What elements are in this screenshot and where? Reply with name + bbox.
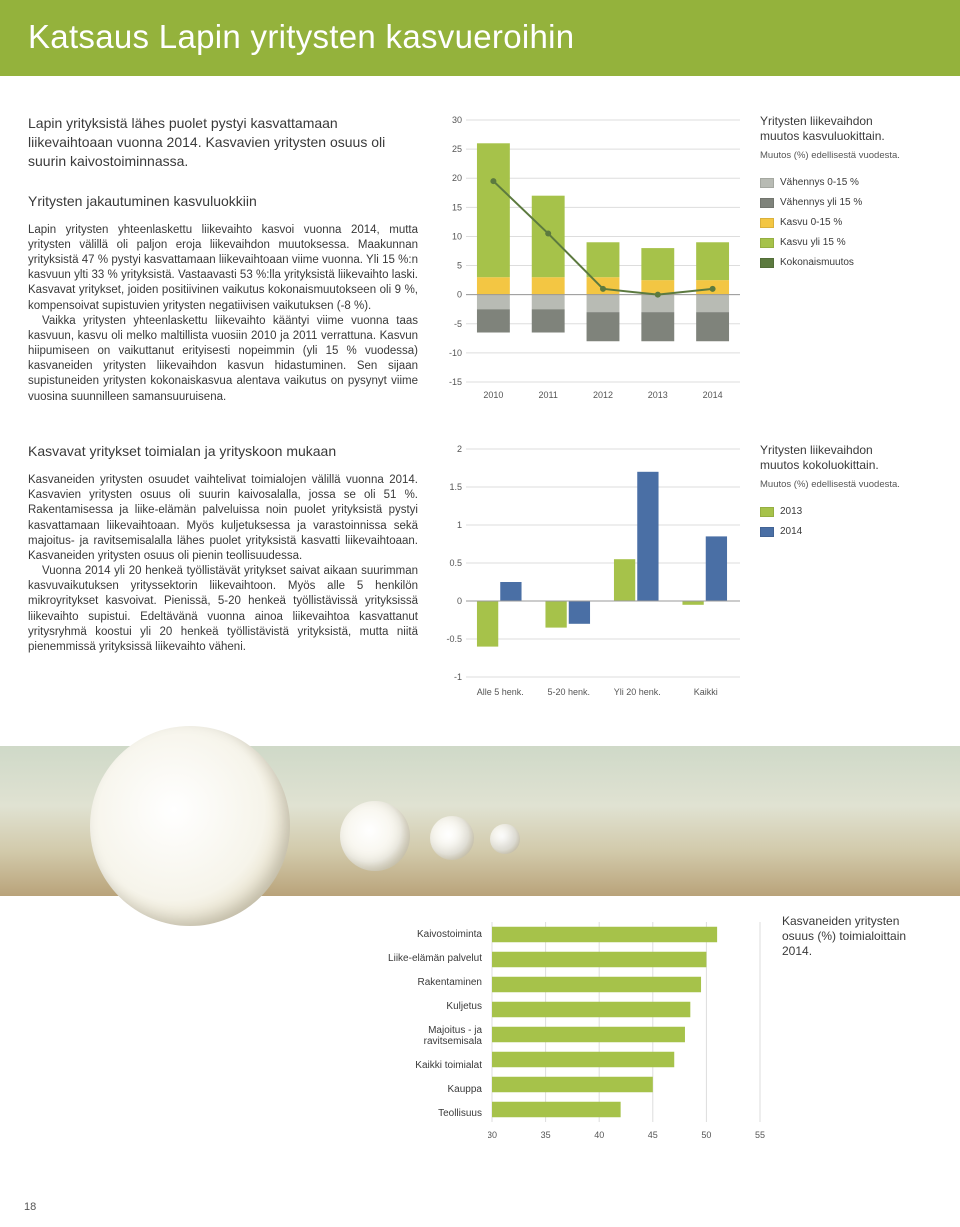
hbar-category-label: Kauppa [378,1084,482,1095]
legend-label: Kokonaismuutos [780,256,854,269]
legend-label: Vähennys yli 15 % [780,196,862,209]
legend-item: Kasvu yli 15 % [760,236,910,249]
svg-text:1.5: 1.5 [449,482,462,492]
left-column-1: Lapin yrityksistä lähes puolet pystyi ka… [28,114,418,419]
legend-swatch [760,527,774,537]
svg-text:2010: 2010 [483,390,503,400]
svg-text:0: 0 [457,290,462,300]
svg-text:30: 30 [488,1130,497,1140]
svg-text:Alle 5 henk.: Alle 5 henk. [477,687,524,697]
legend-item: 2014 [760,525,910,538]
chart-2-legend: Yritysten liikevaihdon muutos kokoluokit… [760,443,910,718]
svg-text:30: 30 [452,115,462,125]
decorative-photo [0,746,960,896]
intro-text: Lapin yrityksistä lähes puolet pystyi ka… [28,114,418,171]
legend-swatch [760,218,774,228]
para-1b: Vaikka yritysten yhteenlaskettu liikevai… [28,314,418,405]
chart-1-title: Yritysten liikevaihdon muutos kasvuluoki… [760,114,910,144]
svg-text:2014: 2014 [703,390,723,400]
chart-2-grouped-bar: -1 -0.5 0 0.5 1 1.5 2 Alle 5 henk. 5-20 henk. Yli… [436,443,746,718]
svg-text:5: 5 [457,261,462,271]
para-2b: Vuonna 2014 yli 20 henkeä työllistävät y… [28,564,418,655]
chart-1-legend: Yritysten liikevaihdon muutos kasvuluoki… [760,114,910,419]
legend-item: Vähennys yli 15 % [760,196,910,209]
chart-1-stacked-bar: -15 -10 -5 0 5 10 15 20 25 30 2010 2011 2012 2013 2014 [436,114,746,419]
hbar-category-label: Majoitus - ja ravitsemisala [378,1025,482,1047]
legend-item: Kasvu 0-15 % [760,216,910,229]
svg-text:40: 40 [594,1130,604,1140]
hbar-category-label: Kuljetus [378,1001,482,1012]
svg-text:45: 45 [648,1130,658,1140]
chart-3-title: Kasvaneiden yritysten osuus (%) toimialo… [782,914,932,959]
svg-text:-1: -1 [454,672,462,682]
svg-text:Yli 20 henk.: Yli 20 henk. [614,687,661,697]
legend-item: Vähennys 0-15 % [760,176,910,189]
legend-item: 2013 [760,505,910,518]
hbar-category-label: Teollisuus [378,1108,482,1119]
svg-text:0.5: 0.5 [449,558,462,568]
svg-text:Kaikki: Kaikki [694,687,718,697]
hbar-category-label: Kaikki toimialat [378,1060,482,1071]
legend-swatch [760,507,774,517]
svg-text:15: 15 [452,202,462,212]
page-title-bar: Katsaus Lapin yritysten kasvueroihin [0,0,960,76]
svg-text:-15: -15 [449,377,462,387]
hbar-category-label: Liike-elämän palvelut [378,953,482,964]
chart-3-horizontal-bar: Kaivostoiminta Liike-elämän palvelut Raken… [378,914,768,1149]
page-number: 18 [24,1201,36,1213]
para-2a: Kasvaneiden yritysten osuudet vaihteliva… [28,473,418,564]
hbar-category-label: Rakentaminen [378,977,482,988]
svg-text:2: 2 [457,444,462,454]
subheading-2: Kasvavat yritykset toimialan ja yritysko… [28,443,418,459]
legend-swatch [760,198,774,208]
svg-text:35: 35 [541,1130,551,1140]
legend-item: Kokonaismuutos [760,256,910,269]
svg-text:-10: -10 [449,348,462,358]
legend-swatch [760,238,774,248]
chart-3-legend: Kasvaneiden yritysten osuus (%) toimialo… [782,914,932,1149]
legend-label: 2013 [780,505,802,518]
svg-text:-0.5: -0.5 [446,634,462,644]
chart-2-subtitle: Muutos (%) edellisestä vuodesta. [760,479,910,491]
svg-text:2011: 2011 [539,390,558,400]
svg-text:-5: -5 [454,319,462,329]
legend-label: 2014 [780,525,802,538]
chart-1-subtitle: Muutos (%) edellisestä vuodesta. [760,150,910,162]
svg-text:55: 55 [755,1130,765,1140]
legend-swatch [760,258,774,268]
legend-swatch [760,178,774,188]
svg-text:10: 10 [452,231,462,241]
chart-2-title: Yritysten liikevaihdon muutos kokoluokit… [760,443,910,473]
hbar-category-label: Kaivostoiminta [378,929,482,940]
svg-text:25: 25 [452,144,462,154]
legend-label: Kasvu 0-15 % [780,216,842,229]
legend-label: Kasvu yli 15 % [780,236,846,249]
svg-text:50: 50 [701,1130,711,1140]
page-title: Katsaus Lapin yritysten kasvueroihin [28,18,574,55]
svg-text:20: 20 [452,173,462,183]
svg-text:2012: 2012 [593,390,613,400]
svg-text:2013: 2013 [648,390,668,400]
legend-label: Vähennys 0-15 % [780,176,859,189]
svg-text:0: 0 [457,596,462,606]
svg-text:1: 1 [457,520,462,530]
svg-text:5-20 henk.: 5-20 henk. [547,687,590,697]
para-1a: Lapin yritysten yhteenlaskettu liikevaih… [28,223,418,314]
left-column-2: Kasvavat yritykset toimialan ja yritysko… [28,443,418,718]
subheading-1: Yritysten jakautuminen kasvuluokkiin [28,193,418,209]
